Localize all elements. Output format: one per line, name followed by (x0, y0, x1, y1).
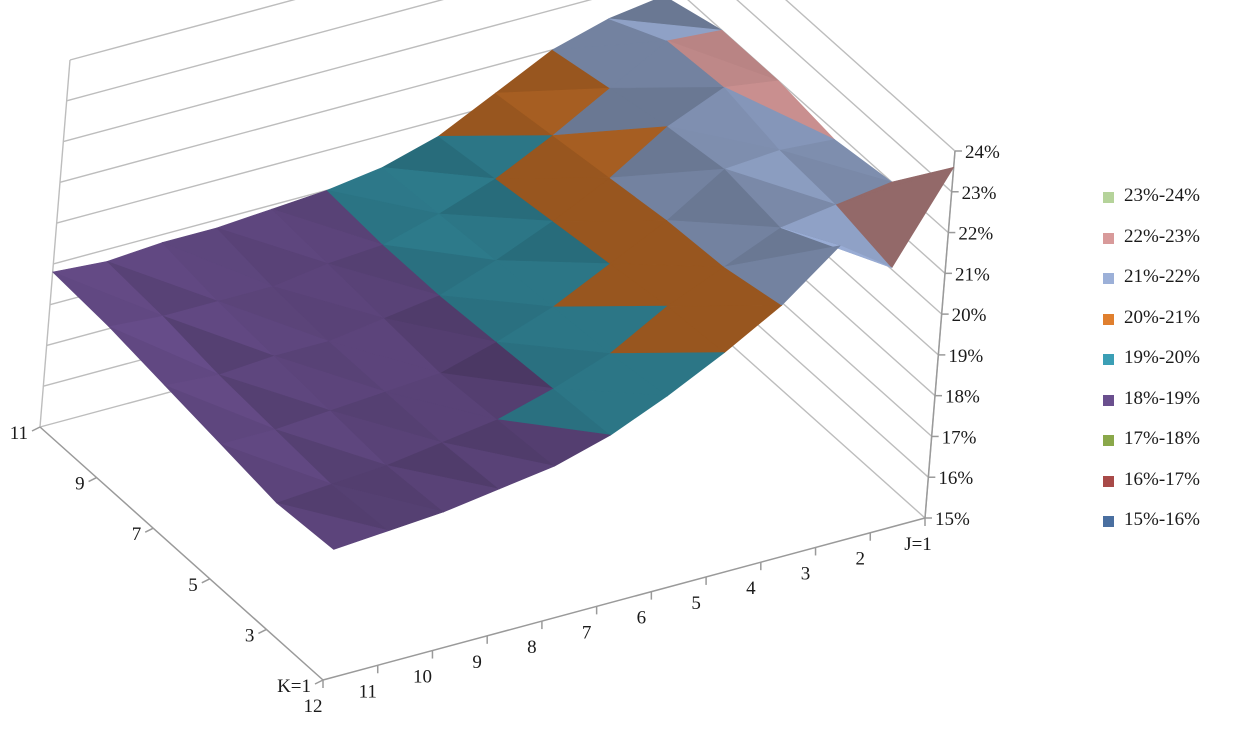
z-tick-label: 23% (962, 183, 997, 204)
k-tick-mark (31, 426, 41, 432)
legend-item: 18%-19% (1103, 387, 1228, 430)
legend-label: 23%-24% (1124, 185, 1200, 206)
legend-swatch (1103, 516, 1114, 527)
k-axis-tick-labels: K=1 3 5 7 9 11 (10, 423, 324, 697)
z-tick-label: 17% (942, 427, 977, 448)
legend-label: 15%-16% (1124, 509, 1200, 530)
legend-item: 21%-22% (1103, 266, 1228, 308)
k-tick-label: 5 (188, 575, 198, 596)
legend-item: 20%-21% (1103, 306, 1228, 349)
gridline (63, 0, 949, 234)
j-tick-label: 7 (582, 622, 592, 643)
legend-label: 17%-18% (1124, 428, 1200, 449)
wall-edge (39, 59, 71, 428)
j-axis-tick-labels: J=1 2 3 4 5 6 7 8 9 10 11 12 (304, 518, 932, 717)
j-tick-label: 9 (472, 652, 482, 673)
k-tick-mark (88, 476, 97, 483)
legend-item: 16%-17% (1103, 468, 1228, 511)
j-tick-label: 4 (746, 578, 756, 599)
j-tick-label: 12 (304, 696, 323, 717)
legend-item: 15%-16% (1103, 509, 1228, 551)
k-tick-label: 11 (10, 423, 28, 444)
j-tick-label: 5 (691, 593, 701, 614)
k-axis-line (39, 426, 324, 681)
k-tick-mark (201, 578, 211, 584)
legend-item: 22%-23% (1103, 225, 1228, 268)
surface-facet (497, 419, 611, 467)
legend-swatch (1103, 313, 1114, 325)
legend-label: 22%-23% (1124, 225, 1200, 247)
k-tick-label: 9 (75, 474, 85, 495)
j-axis-line (322, 517, 926, 681)
legend-label: 21%-22% (1124, 266, 1200, 287)
k-tick-label: K=1 (277, 676, 311, 697)
legend-label: 20%-21% (1124, 306, 1200, 328)
legend-swatch (1103, 192, 1114, 203)
legend-item: 17%-18% (1103, 428, 1228, 470)
z-tick-label: 15% (935, 509, 970, 530)
legend-swatch (1103, 435, 1114, 446)
surface-facet (441, 442, 555, 490)
z-tick-label: 16% (938, 468, 973, 489)
chart-legend: 23%-24% 22%-23% 21%-22% 20%-21% 19%-20% 18%-1… (1103, 185, 1228, 551)
legend-swatch (1103, 394, 1114, 406)
z-tick-label: 21% (955, 264, 990, 285)
k-tick-label: 3 (245, 625, 255, 646)
surface-facet (553, 388, 668, 436)
j-tick-label: 6 (637, 608, 647, 629)
z-tick-label: 22% (958, 224, 993, 245)
j-tick-label: 8 (527, 637, 537, 658)
legend-swatch (1103, 475, 1114, 487)
surface-facet (609, 352, 725, 397)
gridline (66, 0, 953, 193)
legend-label: 19%-20% (1124, 347, 1200, 368)
k-tick-mark (314, 679, 324, 685)
legend-item: 23%-24% (1103, 185, 1228, 227)
gridline (69, 0, 956, 152)
j-tick-label: 10 (413, 667, 432, 688)
legend-swatch (1103, 354, 1114, 365)
axis-lines (39, 150, 956, 681)
k-tick-mark (258, 628, 267, 635)
j-tick-label: 2 (856, 549, 866, 570)
legend-label: 16%-17% (1124, 468, 1200, 490)
z-tick-label: 18% (945, 387, 980, 408)
legend-swatch (1103, 273, 1114, 284)
surface-facet (835, 167, 955, 269)
z-axis-tick-labels: 15% 16% 17% 18% 19% 20% 21% 22% 23% 24% (925, 142, 1000, 530)
legend-item: 19%-20% (1103, 347, 1228, 389)
z-axis-line (924, 150, 956, 519)
j-tick-label: 11 (359, 681, 377, 702)
surface-facet (723, 245, 841, 306)
k-tick-label: 7 (132, 524, 142, 545)
surface-facet (276, 502, 390, 550)
surface-facet (386, 465, 500, 513)
surface-facet (331, 483, 445, 532)
legend-label: 18%-19% (1124, 387, 1200, 409)
z-tick-label: 20% (952, 305, 987, 326)
z-tick-label: 24% (965, 142, 1000, 163)
legend-swatch (1103, 232, 1114, 244)
j-tick-label: J=1 (904, 534, 932, 555)
surface-plot (52, 0, 955, 550)
j-tick-label: 3 (801, 563, 811, 584)
surface-facet (667, 304, 783, 353)
z-tick-label: 19% (948, 346, 983, 367)
k-tick-mark (144, 527, 154, 533)
